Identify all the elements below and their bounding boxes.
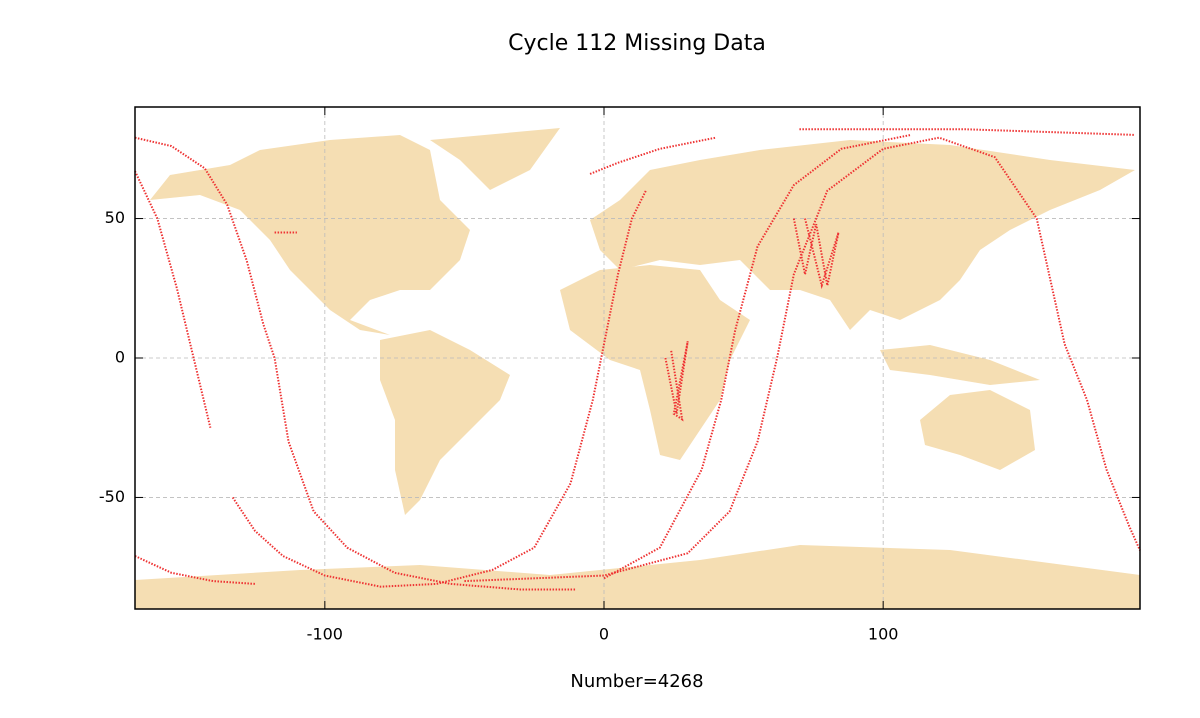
missing-track [664,341,689,422]
land [135,128,1140,609]
missing-track [134,555,256,585]
x-tick-label: 100 [868,625,899,644]
missing-track [231,190,647,588]
x-tick-label: -100 [307,625,343,644]
missing-track [792,218,840,290]
x-tick-label: 0 [599,625,609,644]
missing-track [799,128,1135,136]
missing-track [134,136,577,591]
y-tick-label: -50 [99,487,125,506]
chart-title: Cycle 112 Missing Data [508,31,766,56]
missing-track [589,136,716,175]
x-axis-label: Number=4268 [570,671,703,692]
missing-track [603,133,912,580]
y-tick-label: 50 [105,208,125,227]
missing-track [134,170,212,428]
tracks [134,128,1141,591]
y-tick-label: 0 [115,348,125,367]
